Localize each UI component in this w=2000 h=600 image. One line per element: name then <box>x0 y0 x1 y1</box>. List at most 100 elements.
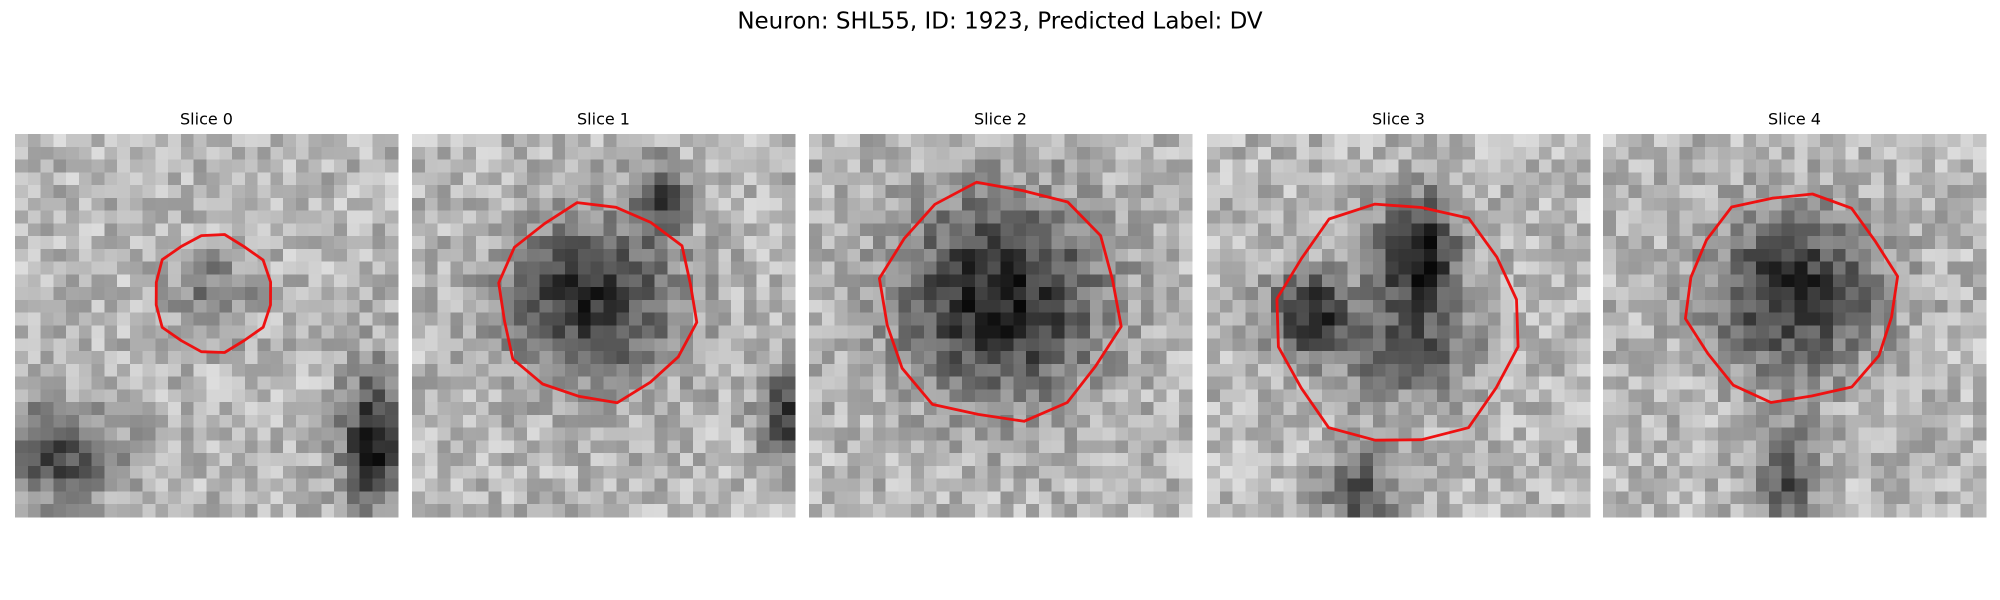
pixel <box>1666 172 1680 186</box>
pixel <box>667 440 681 454</box>
pixel <box>1232 351 1246 365</box>
pixel <box>1449 223 1463 237</box>
pixel <box>1641 504 1655 518</box>
pixel <box>1768 389 1783 403</box>
pixel <box>180 197 195 211</box>
pixel <box>1960 427 1974 441</box>
pixel <box>834 402 848 416</box>
pixel <box>1845 351 1859 365</box>
pixel <box>1372 146 1387 160</box>
pixel <box>1140 210 1155 224</box>
pixel <box>629 287 643 301</box>
pixel <box>334 134 348 148</box>
pixel <box>219 363 233 377</box>
pixel <box>1947 414 1961 429</box>
pixel <box>1730 453 1744 467</box>
pixel <box>667 427 681 441</box>
pixel <box>117 427 131 441</box>
pixel <box>295 376 310 390</box>
pixel <box>898 210 912 224</box>
pixel <box>463 414 477 429</box>
pixel <box>1077 236 1091 250</box>
pixel <box>1947 351 1961 365</box>
pixel <box>552 427 566 441</box>
pixel <box>53 504 67 518</box>
pixel <box>424 274 438 288</box>
pixel <box>1000 453 1014 467</box>
pixel <box>1692 197 1706 211</box>
pixel <box>463 248 477 263</box>
pixel <box>321 261 335 275</box>
pixel <box>1245 287 1259 301</box>
pixel <box>872 427 886 441</box>
pixel <box>847 299 861 314</box>
pixel <box>1077 427 1091 441</box>
pixel <box>193 465 207 480</box>
pixel <box>1781 338 1795 352</box>
pixel <box>129 478 144 492</box>
pixel <box>1679 197 1693 211</box>
pixel <box>872 465 886 480</box>
pixel <box>1270 453 1284 467</box>
pixel <box>1641 478 1655 492</box>
pixel <box>629 338 643 352</box>
pixel <box>911 146 925 160</box>
pixel <box>1934 223 1949 237</box>
pixel <box>1321 299 1336 314</box>
pixel <box>308 351 322 365</box>
pixel <box>1462 261 1476 275</box>
pixel <box>1845 453 1859 467</box>
pixel <box>180 261 195 275</box>
pixel <box>1500 312 1514 326</box>
pixel <box>1475 299 1489 314</box>
pixel <box>53 185 67 199</box>
pixel <box>1947 185 1961 199</box>
pixel <box>1051 248 1065 263</box>
pixel <box>91 236 105 250</box>
pixel <box>334 159 348 173</box>
pixel <box>1398 389 1412 403</box>
pixel <box>654 440 668 454</box>
pixel <box>1603 134 1617 148</box>
pixel <box>821 223 835 237</box>
pixel <box>1449 325 1463 339</box>
pixel <box>1807 338 1821 352</box>
pixel <box>1883 159 1898 173</box>
pixel <box>91 351 105 365</box>
pixel <box>1692 414 1706 429</box>
pixel <box>1398 261 1412 275</box>
pixel <box>769 351 783 365</box>
pixel <box>1372 185 1387 199</box>
pixel <box>1794 274 1808 288</box>
pixel <box>15 427 29 441</box>
pixel <box>821 287 835 301</box>
pixel <box>1807 351 1821 365</box>
pixel <box>1654 248 1668 263</box>
pixel <box>27 363 41 377</box>
pixel <box>372 504 386 518</box>
pixel <box>450 414 464 429</box>
pixel <box>1462 325 1476 339</box>
pixel <box>1166 210 1180 224</box>
pixel <box>232 159 246 173</box>
pixel <box>1207 248 1221 263</box>
pixel <box>1436 223 1450 237</box>
pixel <box>346 223 361 237</box>
pixel <box>206 210 220 224</box>
pixel <box>1628 134 1642 148</box>
pixel <box>1462 504 1476 518</box>
pixel <box>385 287 399 301</box>
pixel <box>244 338 258 352</box>
pixel <box>654 504 668 518</box>
pixel <box>577 465 592 480</box>
pixel <box>15 312 29 326</box>
pixel <box>860 376 874 390</box>
pixel <box>1038 440 1052 454</box>
pixel <box>257 453 271 467</box>
pixel <box>1973 414 1987 429</box>
pixel <box>743 261 758 275</box>
pixel <box>1960 465 1974 480</box>
pixel <box>1909 465 1923 480</box>
pixel <box>1551 312 1565 326</box>
pixel <box>1692 389 1706 403</box>
